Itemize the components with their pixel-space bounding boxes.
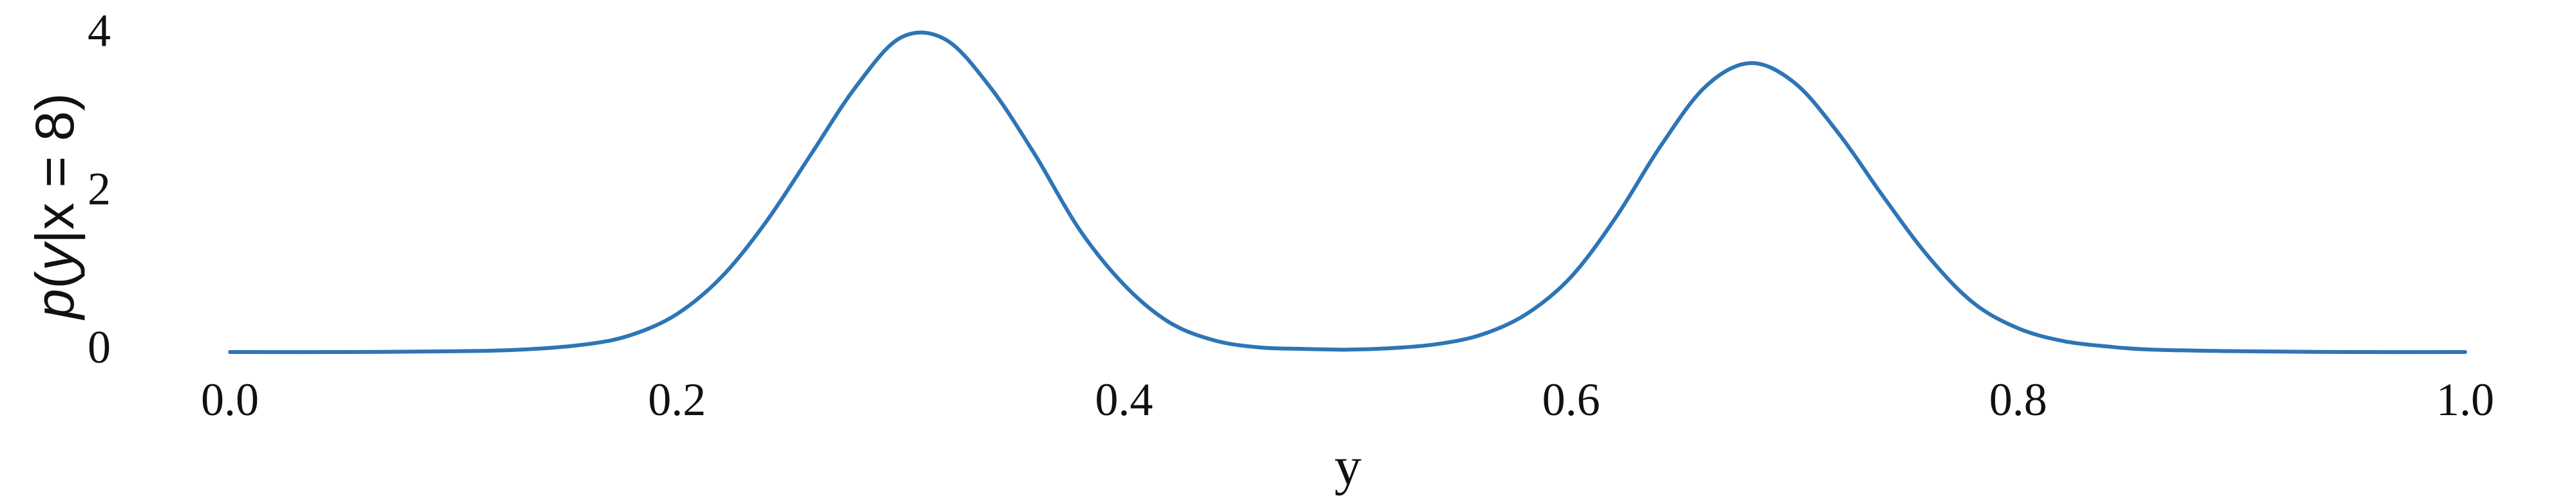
y-axis-label: p(y|x = 8) bbox=[24, 93, 85, 321]
y-label-p: p bbox=[24, 289, 85, 321]
x-axis-label: y bbox=[1334, 436, 1361, 496]
x-tick-label: 0.2 bbox=[648, 374, 706, 425]
y-label-eq: = bbox=[24, 141, 85, 203]
x-tick-label: 0.6 bbox=[1542, 374, 1600, 425]
x-tick-label: 0.4 bbox=[1095, 374, 1153, 425]
y-tick-label: 2 bbox=[88, 163, 111, 215]
y-label-value: 8 bbox=[24, 111, 85, 142]
x-ticks: 0.0 0.2 0.4 0.6 0.8 1.0 bbox=[201, 374, 2494, 425]
y-label-bar: | bbox=[24, 230, 85, 244]
y-label-y: y bbox=[24, 241, 85, 274]
y-tick-label: 4 bbox=[88, 5, 111, 57]
x-tick-label: 1.0 bbox=[2436, 374, 2494, 425]
x-tick-label: 0.0 bbox=[201, 374, 259, 425]
y-label-open: ( bbox=[24, 271, 85, 289]
y-label-close: ) bbox=[24, 93, 85, 111]
series-line bbox=[228, 30, 2467, 355]
x-tick-label: 0.8 bbox=[1989, 374, 2047, 425]
svg-text:p(y|x = 8): p(y|x = 8) bbox=[24, 93, 85, 321]
y-ticks: 0 2 4 bbox=[88, 5, 111, 373]
y-tick-label: 0 bbox=[88, 322, 111, 373]
y-label-x: x bbox=[24, 203, 85, 230]
